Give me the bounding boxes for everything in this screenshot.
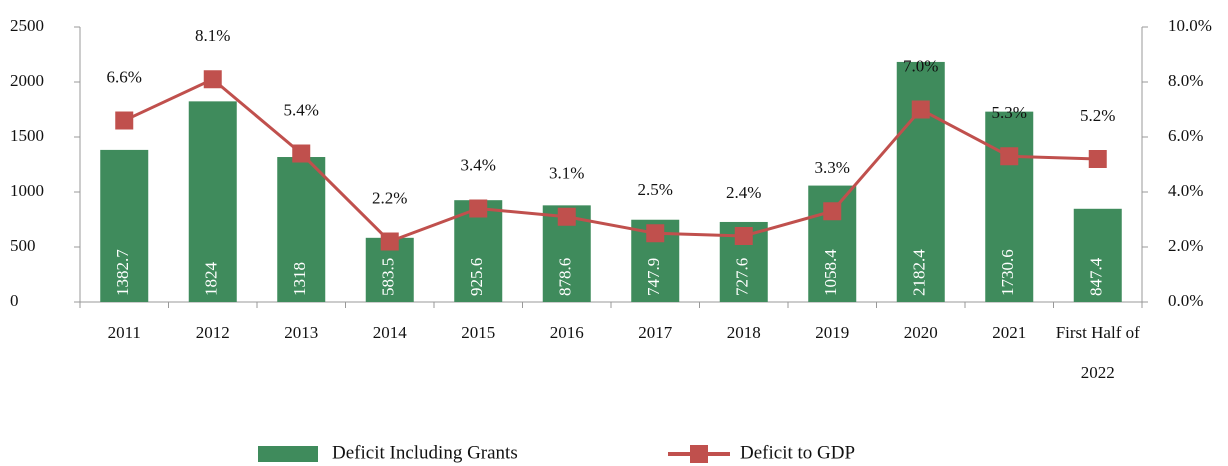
bar-label: 727.6 <box>733 258 752 296</box>
line-label: 3.4% <box>461 155 496 174</box>
line-marker <box>646 224 665 243</box>
line-marker <box>292 144 311 163</box>
line-marker <box>734 227 753 245</box>
bar-label: 847.4 <box>1087 257 1106 296</box>
line-label: 8.1% <box>195 26 230 45</box>
bar <box>277 157 326 302</box>
bar-label: 1058.4 <box>821 249 840 296</box>
y2-tick-label: 4.0% <box>1168 181 1203 200</box>
bar <box>1073 208 1122 302</box>
legend-label: Deficit Including Grants <box>332 442 518 463</box>
line-marker <box>911 100 930 119</box>
bar <box>188 101 237 302</box>
line-label: 5.2% <box>1080 106 1115 125</box>
y2-tick-label: 6.0% <box>1168 126 1203 145</box>
bar-label: 2182.4 <box>910 249 929 296</box>
y-tick-label: 2500 <box>10 16 44 35</box>
y-tick-label: 1000 <box>10 181 44 200</box>
x-tick-label: 2014 <box>372 323 407 342</box>
x-tick-label: 2017 <box>638 323 673 342</box>
bar-label: 1730.6 <box>998 249 1017 296</box>
bar <box>100 149 149 302</box>
y-tick-label: 1500 <box>10 126 44 145</box>
y2-tick-label: 0.0% <box>1168 291 1203 310</box>
line-label: 7.0% <box>903 56 938 75</box>
line-label: 2.5% <box>638 180 673 199</box>
y2-tick-label: 8.0% <box>1168 71 1203 90</box>
line-label: 2.2% <box>372 188 407 207</box>
line-marker <box>380 232 399 251</box>
x-tick-label: First Half of 2022 <box>1055 323 1140 382</box>
line-label: 6.6% <box>107 67 142 86</box>
bar-label: 925.6 <box>467 258 486 296</box>
x-tick-label: 2011 <box>107 323 141 342</box>
line-label: 5.4% <box>284 100 319 119</box>
y-tick-label: 2000 <box>10 71 44 90</box>
x-tick-label: 2020 <box>903 323 938 342</box>
x-tick-label: 2021 <box>992 323 1027 342</box>
bar-label: 878.6 <box>556 258 575 296</box>
y2-tick-label: 2.0% <box>1168 236 1203 255</box>
bar-label: 1318 <box>290 262 309 296</box>
legend-marker <box>690 445 708 463</box>
legend-swatch <box>258 446 318 462</box>
line-label: 2.4% <box>726 183 761 202</box>
legend-label: Deficit to GDP <box>740 442 855 463</box>
line-marker <box>115 111 134 130</box>
x-tick-label: 2012 <box>195 323 230 342</box>
bar-label: 1824 <box>202 262 221 297</box>
line-label: 3.1% <box>549 164 584 183</box>
line-marker <box>1088 150 1107 168</box>
line-marker <box>557 207 576 226</box>
y-tick-label: 500 <box>10 236 36 255</box>
y2-tick-label: 10.0% <box>1168 16 1212 35</box>
line-marker <box>823 202 842 221</box>
x-tick-label: 2018 <box>726 323 761 342</box>
bar <box>985 111 1034 302</box>
x-tick-label: 2013 <box>284 323 319 342</box>
x-tick-label: 2016 <box>549 323 584 342</box>
line-label: 3.3% <box>815 158 850 177</box>
bar-label: 583.5 <box>379 258 398 296</box>
line <box>123 77 1098 244</box>
line-marker <box>469 199 488 218</box>
line-marker <box>1000 147 1019 166</box>
line-marker <box>203 70 222 89</box>
bar-label: 747.9 <box>644 258 663 296</box>
y-tick-label: 0 <box>10 291 19 310</box>
bar-label: 1382.7 <box>113 249 132 296</box>
line-label: 5.3% <box>992 103 1027 122</box>
x-tick-label: 2015 <box>461 323 496 342</box>
x-tick-label: 2019 <box>815 323 850 342</box>
